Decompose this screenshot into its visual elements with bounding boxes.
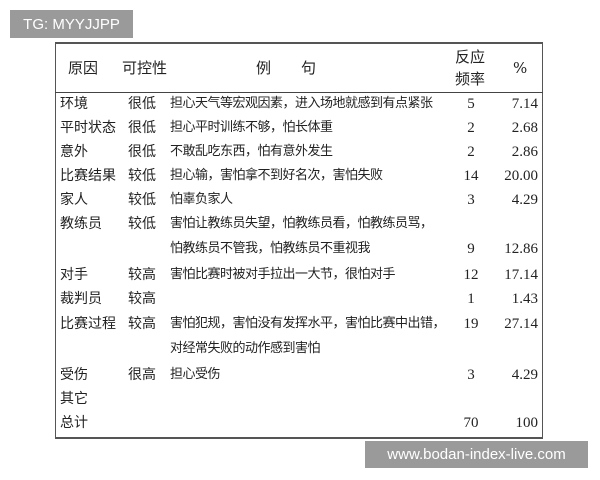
cell-reason: 比赛结果 <box>60 168 116 184</box>
watermark-bottom-right: www.bodan-index-live.com <box>365 441 588 468</box>
cell-example: 害怕犯规，害怕没有发挥水平，害怕比赛中出错， <box>170 316 446 331</box>
cell-controllability: 较高 <box>128 267 156 283</box>
cell-example: 担心输，害怕拿不到好名次，害怕失败 <box>170 168 383 183</box>
watermark-top-left: TG: MYYJJPP <box>10 10 133 38</box>
cell-reason: 总计 <box>60 415 88 431</box>
cell-reason: 受伤 <box>60 367 88 383</box>
cell-frequency: 2 <box>467 120 475 136</box>
cell-controllability: 很低 <box>128 120 156 136</box>
cell-example: 害怕让教练员失望，怕教练员看，怕教练员骂， <box>170 216 433 231</box>
header-frequency-line2: 频率 <box>455 70 486 88</box>
cell-frequency: 3 <box>467 367 475 383</box>
cell-reason: 家人 <box>60 192 88 208</box>
cell-example: 对经常失败的动作感到害怕 <box>170 341 321 356</box>
cell-percent: 100 <box>515 415 539 431</box>
cell-percent: 12.86 <box>504 241 538 257</box>
header-divider <box>55 92 543 93</box>
cell-example: 担心天气等宏观因素，进入场地就感到有点紧张 <box>170 96 433 111</box>
header-controllability: 可控性 <box>122 59 168 77</box>
cell-frequency: 70 <box>463 415 479 431</box>
cell-reason: 环境 <box>60 96 88 112</box>
cell-example: 怕辜负家人 <box>170 192 233 207</box>
cell-reason: 其它 <box>60 391 88 407</box>
cell-controllability: 较高 <box>128 291 156 307</box>
cell-frequency <box>456 390 486 408</box>
cell-frequency: 14 <box>463 168 479 184</box>
cell-percent: 20.00 <box>504 168 538 184</box>
cell-percent: 17.14 <box>504 267 538 283</box>
cell-percent: 2.68 <box>511 120 538 136</box>
cell-frequency: 5 <box>467 96 475 112</box>
cell-example: 害怕比赛时被对手拉出一大节，很怕对手 <box>170 267 396 282</box>
cell-reason: 裁判员 <box>60 291 102 307</box>
cell-percent: 4.29 <box>511 192 538 208</box>
cell-example: 不敢乱吃东西，怕有意外发生 <box>170 144 333 159</box>
cell-frequency: 12 <box>463 267 479 283</box>
cell-example: 担心平时训练不够，怕长体重 <box>170 120 333 135</box>
header-frequency-line1: 反应 <box>455 48 486 66</box>
header-reason: 原因 <box>68 59 99 77</box>
cell-frequency: 3 <box>467 192 475 208</box>
cell-percent: 7.14 <box>511 96 538 112</box>
cell-reason: 比赛过程 <box>60 316 116 332</box>
cell-percent: 27.14 <box>504 316 538 332</box>
cell-controllability: 很高 <box>128 367 156 383</box>
header-percent: % <box>513 59 528 77</box>
cell-reason: 对手 <box>60 267 88 283</box>
cell-percent: 4.29 <box>511 367 538 383</box>
cell-controllability: 很低 <box>128 96 156 112</box>
cell-frequency: 19 <box>463 316 479 332</box>
cell-controllability: 很低 <box>128 144 156 160</box>
cell-example: 怕教练员不管我，怕教练员不重视我 <box>170 241 371 256</box>
table-frame <box>55 42 543 439</box>
cell-reason: 意外 <box>60 144 88 160</box>
cell-frequency: 1 <box>467 291 475 307</box>
cell-percent <box>492 390 538 408</box>
cell-controllability: 较高 <box>128 316 156 332</box>
cell-percent: 1.43 <box>511 291 538 307</box>
header-example: 例 句 <box>256 59 317 77</box>
cell-frequency: 2 <box>467 144 475 160</box>
cell-percent: 2.86 <box>511 144 538 160</box>
cell-frequency: 9 <box>467 241 475 257</box>
cell-example: 担心受伤 <box>170 367 221 382</box>
cell-controllability: 较低 <box>128 192 156 208</box>
cell-controllability: 较低 <box>128 168 156 184</box>
cell-reason: 平时状态 <box>60 120 116 136</box>
cell-reason: 教练员 <box>60 216 102 232</box>
cell-controllability: 较低 <box>128 216 156 232</box>
